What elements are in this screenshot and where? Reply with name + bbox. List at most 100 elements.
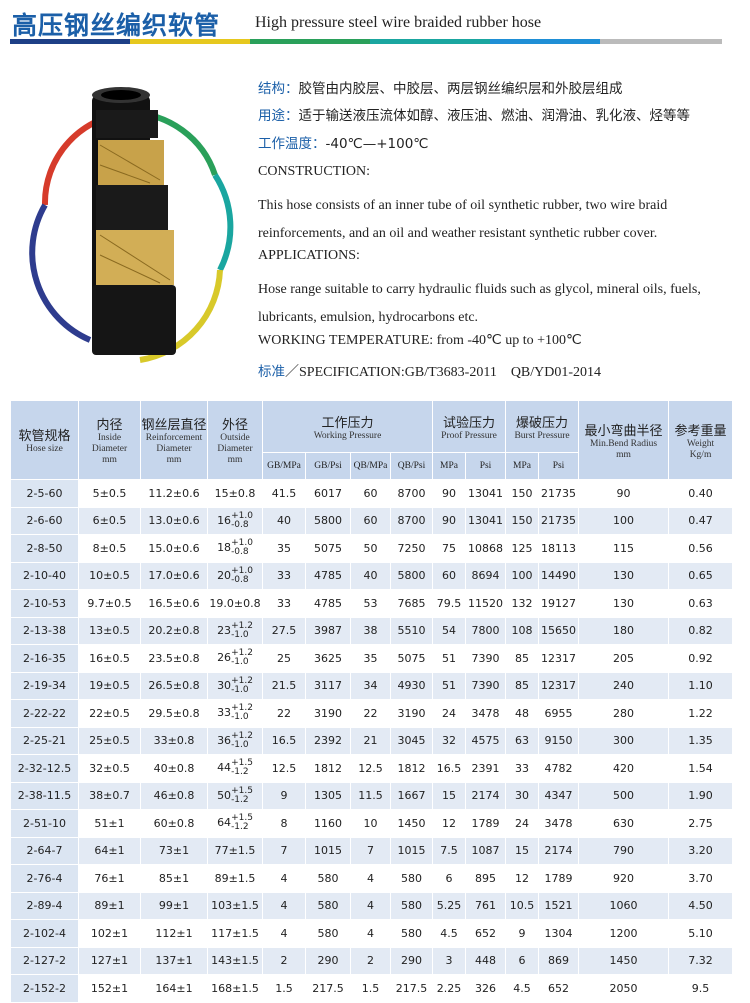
table-cell: 20.2±0.8: [140, 616, 208, 645]
table-cell: 1.5: [350, 974, 391, 1003]
table-row: 2-38-11.5 38±0.7 46±0.8 50 +1.5 -1.2 9 1305 11.5…: [10, 781, 734, 810]
table-cell: 1305: [305, 781, 351, 810]
table-row: 2-89-4 89±1 99±1 103±1.5 4 580 4 580 5.25 761 10.5…: [10, 891, 734, 920]
table-cell: 152±1: [78, 974, 141, 1003]
table-cell: 6017: [305, 479, 351, 508]
table-cell: 2-76-4: [10, 864, 79, 893]
table-cell: 102±1: [78, 919, 141, 948]
table-cell: 2-152-2: [10, 974, 79, 1003]
table-cell: 15: [505, 836, 540, 865]
table-cell: 60: [432, 561, 467, 590]
header-en: Diameter: [217, 444, 253, 454]
table-cell: 8700: [389, 479, 434, 508]
table-cell: 26 +1.2 -1.0: [207, 644, 263, 673]
table-cell: 652: [538, 974, 580, 1003]
table-cell: 40: [262, 506, 306, 535]
table-cell: 112±1: [140, 919, 208, 948]
table-cell: 38: [350, 616, 391, 645]
table-cell: 130: [578, 589, 670, 618]
table-cell: 77±1.5: [207, 836, 263, 865]
tolerance-lower: -1.2: [231, 794, 249, 805]
table-cell: 27.5: [262, 616, 306, 645]
table-cell: 21: [350, 726, 391, 755]
tolerance-lower: -1.2: [231, 767, 249, 778]
cell-base: 44: [217, 761, 232, 775]
table-cell: 48: [505, 699, 540, 728]
table-cell: 0.63: [668, 589, 734, 618]
sub-header-row: GB/MPa GB/Psi QB/MPa QB/Psi MPa Psi MPa Psi: [11, 452, 733, 480]
table-cell: 64 +1.5 -1.2: [207, 809, 263, 838]
table-cell: 5.25: [432, 891, 467, 920]
table-cell: 240: [578, 671, 670, 700]
table-cell: 3190: [305, 699, 351, 728]
column-header: 参考重量 Weight Kg/m: [668, 400, 734, 480]
table-cell: 580: [389, 919, 434, 948]
table-cell: 2-16-35: [10, 644, 79, 673]
header-en: Weight: [686, 438, 715, 449]
table-cell: 580: [389, 864, 434, 893]
table-cell: 34: [350, 671, 391, 700]
label: 用途：: [258, 108, 299, 124]
table-cell: 3: [432, 946, 467, 975]
table-cell: 4782: [538, 754, 580, 783]
table-cell: 2.75: [668, 809, 734, 838]
table-cell: 1.90: [668, 781, 734, 810]
table-cell: 13041: [465, 506, 507, 535]
table-cell: 33 +1.2 -1.0: [207, 699, 263, 728]
table-cell: 205: [578, 644, 670, 673]
table-cell: 30: [505, 781, 540, 810]
table-cell: 5075: [389, 644, 434, 673]
table-cell: 13041: [465, 479, 507, 508]
table-cell: 16.5: [432, 754, 467, 783]
table-row: 2-13-38 13±0.5 20.2±0.8 23 +1.2 -1.0 27.5 3987 3…: [10, 616, 734, 645]
header-en: Kg/m: [689, 449, 712, 460]
table-row: 2-8-50 8±0.5 15.0±0.6 18 +1.0 -0.8 35 5075 50 725…: [10, 534, 734, 563]
table-cell: 4785: [305, 561, 351, 590]
table-cell: 85: [505, 644, 540, 673]
table-cell: 32±0.5: [78, 754, 141, 783]
column-header: 最小弯曲半径 Min.Bend Radius mm: [578, 400, 670, 480]
table-cell: 1789: [465, 809, 507, 838]
table-cell: 0.65: [668, 561, 734, 590]
working-temperature: WORKING TEMPERATURE: from -40℃ up to +10…: [258, 333, 582, 348]
table-cell: 51: [432, 671, 467, 700]
table-cell: 50: [350, 534, 391, 563]
table-cell: 11520: [465, 589, 507, 618]
table-row: 2-64-7 64±1 73±1 77±1.5 7 1015 7 1015 7.5 1087 15 2…: [10, 836, 734, 865]
header-en: mm: [227, 455, 243, 465]
table-cell: 1521: [538, 891, 580, 920]
tolerance-upper: +1.0: [231, 510, 253, 521]
table-cell: 10.5: [505, 891, 540, 920]
table-cell: 2391: [465, 754, 507, 783]
table-cell: 9.7±0.5: [78, 589, 141, 618]
table-cell: 420: [578, 754, 670, 783]
table-cell: 4575: [465, 726, 507, 755]
table-cell: 761: [465, 891, 507, 920]
table-cell: 326: [465, 974, 507, 1003]
table-cell: 12: [505, 864, 540, 893]
table-cell: 15±0.8: [207, 479, 263, 508]
header-en: Hose size: [26, 444, 63, 454]
table-cell: 580: [305, 864, 351, 893]
column-header: 外径 Outside Diameter mm: [207, 400, 263, 480]
table-cell: 2-51-10: [10, 809, 79, 838]
table-cell: 0.56: [668, 534, 734, 563]
table-cell: 16.5: [262, 726, 306, 755]
table-cell: 53: [350, 589, 391, 618]
table-cell: 150: [505, 506, 540, 535]
table-cell: 22: [262, 699, 306, 728]
table-cell: 1.5: [262, 974, 306, 1003]
table-cell: 4.5: [432, 919, 467, 948]
table-cell: 15650: [538, 616, 580, 645]
specification: 标准／SPECIFICATION:GB/T3683-2011 QB/YD01-2…: [258, 360, 601, 381]
table-cell: 79.5: [432, 589, 467, 618]
table-cell: 2-64-7: [10, 836, 79, 865]
table-cell: 920: [578, 864, 670, 893]
tolerance-lower: -1.0: [231, 712, 249, 723]
table-cell: 33±0.8: [140, 726, 208, 755]
table-cell: 3.70: [668, 864, 734, 893]
header-en: Min.Bend Radius: [590, 438, 658, 449]
table-cell: 150: [505, 479, 540, 508]
header-en: Outside: [220, 433, 250, 443]
table-cell: 130: [578, 561, 670, 590]
